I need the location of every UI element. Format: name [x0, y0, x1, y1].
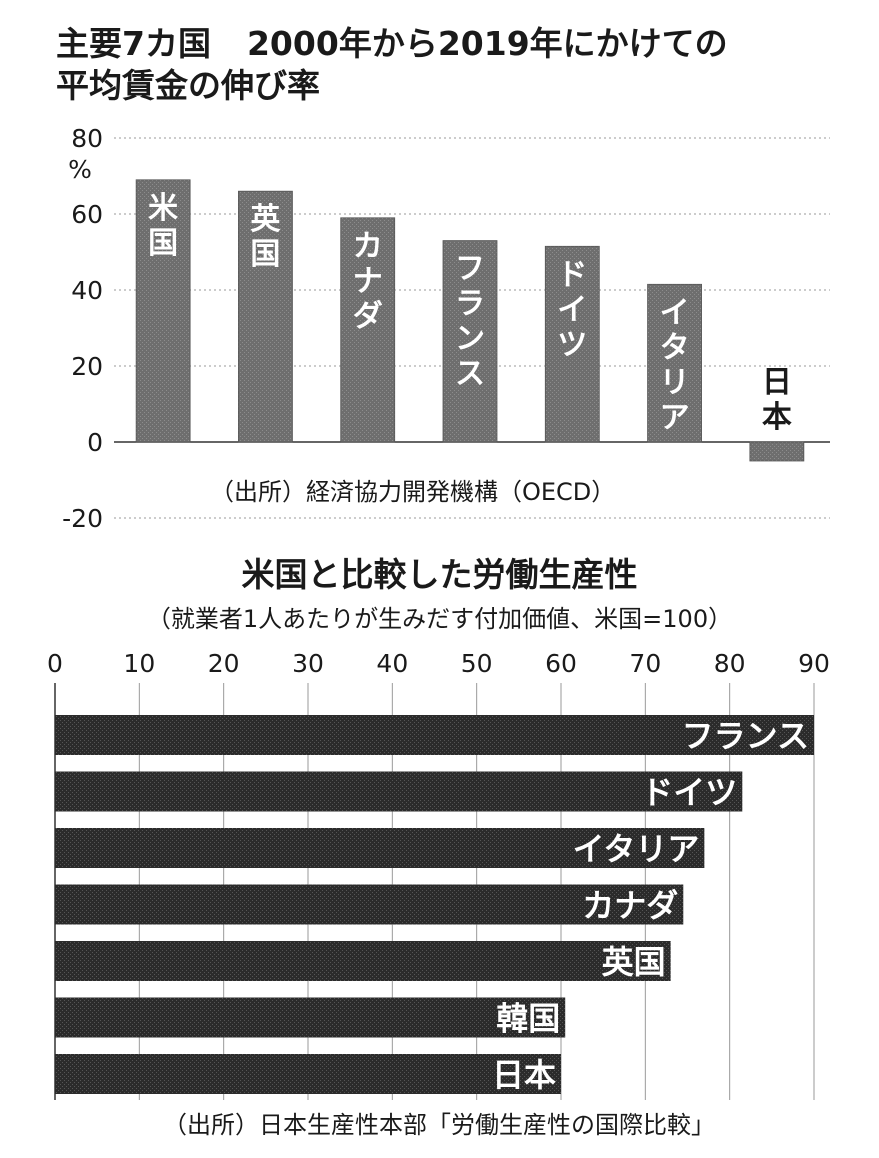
x-tick-label: 10 — [123, 649, 155, 678]
bar-label: ス — [455, 357, 485, 392]
bar-label: イ — [557, 292, 587, 327]
y-tick-label: 40 — [71, 276, 103, 305]
top-chart-source: （出所）経済協力開発機構（OECD） — [210, 478, 615, 506]
hbar-label: 英国 — [602, 943, 666, 981]
bar-label: イ — [660, 295, 690, 330]
x-tick-label: 20 — [208, 649, 240, 678]
x-tick-label: 60 — [545, 649, 577, 678]
bar-3 — [442, 240, 498, 443]
hbar-3 — [55, 884, 684, 925]
bottom-chart-source: （出所）日本生産性本部「労働生産性の国際比較」 — [163, 1111, 715, 1139]
y-tick-label: -20 — [62, 504, 103, 533]
x-tick-label: 90 — [798, 649, 830, 678]
hbar-label: ドイツ — [641, 774, 737, 812]
bar-2 — [340, 217, 396, 443]
chart-title-part2: 2000年から2019年にかけての — [246, 24, 728, 63]
bar-label: フ — [455, 252, 485, 287]
bar-5 — [647, 283, 702, 443]
bar-label: 国 — [148, 226, 178, 261]
hbar-6 — [55, 1054, 561, 1094]
bar-label: 日 — [762, 365, 792, 400]
hbar-4 — [55, 941, 671, 981]
hbar-label: 韓国 — [496, 1000, 560, 1038]
x-tick-label: 70 — [629, 649, 661, 678]
x-tick-label: 30 — [292, 649, 324, 678]
bar-label: 英 — [250, 202, 281, 237]
bar-label: 国 — [250, 237, 280, 272]
hbar-1 — [55, 771, 743, 812]
bar-label: 米 — [148, 191, 178, 226]
bar-label: ン — [455, 322, 485, 357]
y-tick-label: 20 — [71, 352, 103, 381]
bar-6 — [749, 441, 805, 462]
productivity-chart-subtitle: （就業者1人あたりが生みだす付加価値、米国=100） — [146, 605, 733, 633]
y-tick-label: 80 — [71, 124, 103, 153]
bar-label: カ — [353, 229, 383, 264]
x-tick-label: 40 — [376, 649, 408, 678]
y-axis-unit: % — [68, 155, 92, 184]
bar-label: 本 — [762, 400, 792, 435]
bar-label: ダ — [353, 299, 383, 334]
chart-title-part1: 主要7カ国 — [56, 24, 211, 63]
chart-title-line1: 主要7カ国 2000年から2019年にかけての — [56, 22, 728, 66]
bar-label: ツ — [557, 327, 587, 362]
bar-1 — [238, 190, 293, 443]
y-tick-label: 60 — [71, 200, 103, 229]
bar-label: ラ — [455, 287, 485, 322]
hbar-label: フランス — [682, 717, 809, 755]
bar-label: タ — [660, 330, 690, 365]
y-tick-label: 0 — [87, 428, 103, 457]
bar-label: リ — [660, 365, 690, 400]
hbar-5 — [55, 997, 566, 1038]
bar-label: ナ — [353, 264, 383, 299]
hbar-label: カナダ — [582, 887, 678, 925]
chart-title-line2: 平均賃金の伸び率 — [56, 66, 320, 105]
bar-label: ア — [660, 400, 690, 435]
hbar-2 — [55, 828, 705, 868]
bar-4 — [544, 245, 600, 443]
hbar-0 — [55, 715, 814, 755]
x-tick-label: 80 — [714, 649, 746, 678]
bar-0 — [135, 179, 191, 443]
hbar-label: イタリア — [573, 830, 700, 868]
hbar-label: 日本 — [492, 1056, 556, 1094]
productivity-chart-title: 米国と比較した労働生産性 — [241, 555, 638, 594]
bar-label: ド — [557, 257, 587, 292]
x-tick-label: 50 — [461, 649, 493, 678]
x-tick-label: 0 — [47, 649, 63, 678]
